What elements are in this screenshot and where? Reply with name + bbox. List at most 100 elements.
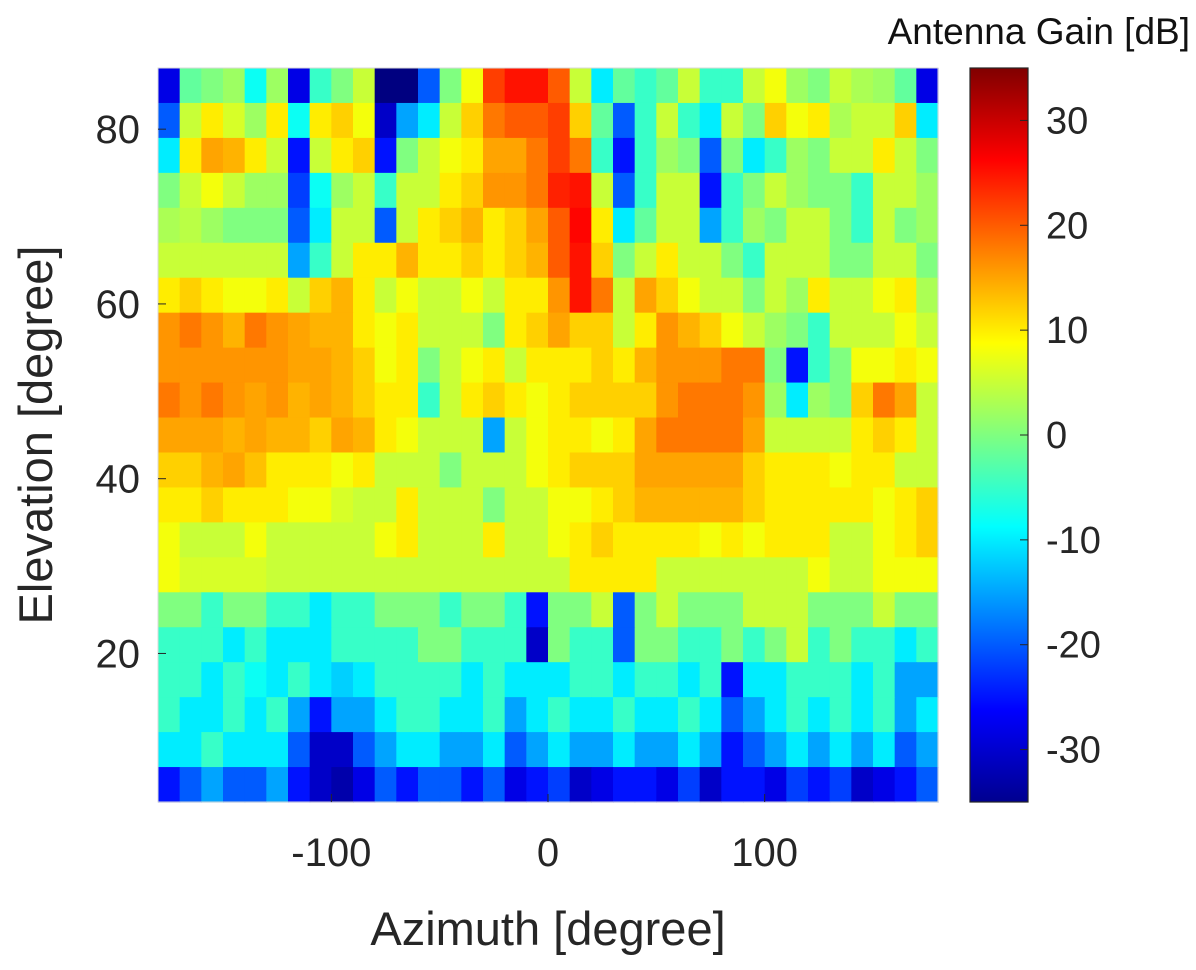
heatmap-cell <box>721 102 744 139</box>
heatmap-cell <box>764 277 787 314</box>
heatmap-cell <box>331 522 354 558</box>
heatmap-cell <box>504 137 527 174</box>
heatmap-cell <box>829 732 852 768</box>
heatmap-cell <box>699 102 722 139</box>
heatmap-cell <box>808 697 831 733</box>
heatmap-cell <box>396 277 419 314</box>
heatmap-cell <box>656 487 679 523</box>
heatmap-cell <box>851 312 874 349</box>
heatmap-cell <box>764 102 787 139</box>
heatmap-cell <box>634 697 657 733</box>
heatmap-cell <box>829 347 852 384</box>
heatmap-cell <box>699 452 722 489</box>
colorbar-tick-label: -30 <box>1046 730 1101 772</box>
heatmap-cell <box>894 207 917 244</box>
heatmap-cell <box>396 662 419 698</box>
heatmap-cell <box>873 242 896 279</box>
heatmap-cell <box>569 732 592 768</box>
heatmap-cell <box>743 102 766 139</box>
heatmap-cell <box>548 207 571 244</box>
y-axis-title: Elevation [degree] <box>9 246 62 625</box>
heatmap-cell <box>483 102 506 139</box>
heatmap-cell <box>288 592 311 628</box>
heatmap-cell <box>808 522 831 558</box>
heatmap-cell <box>613 172 636 209</box>
heatmap-cell <box>894 487 917 523</box>
heatmap-cell <box>851 557 874 593</box>
heatmap-cell <box>743 732 766 768</box>
heatmap-cell <box>699 347 722 384</box>
heatmap-cell <box>158 592 181 628</box>
heatmap-cell <box>743 312 766 349</box>
heatmap-cell <box>396 522 419 558</box>
heatmap-cell <box>526 207 549 244</box>
heatmap-cell <box>331 697 354 733</box>
heatmap-cell <box>808 137 831 174</box>
heatmap-cell <box>721 417 744 454</box>
heatmap-cell <box>331 277 354 314</box>
heatmap-cell <box>179 312 202 349</box>
heatmap-cell <box>591 557 614 593</box>
heatmap-cell <box>569 452 592 489</box>
heatmap-cell <box>873 592 896 628</box>
heatmap-cell <box>418 242 441 279</box>
heatmap-cell <box>418 767 441 803</box>
heatmap-cell <box>158 522 181 558</box>
heatmap-cell <box>439 207 462 244</box>
heatmap-cell <box>374 347 397 384</box>
heatmap-cell <box>396 207 419 244</box>
heatmap-cell <box>483 522 506 558</box>
heatmap-cell <box>244 417 267 454</box>
y-tick-label: 40 <box>96 458 141 502</box>
heatmap-cell <box>158 697 181 733</box>
heatmap-cell <box>548 347 571 384</box>
y-tick-label: 20 <box>96 632 141 676</box>
heatmap-cell <box>613 277 636 314</box>
heatmap-cell <box>569 487 592 523</box>
heatmap-cell <box>244 522 267 558</box>
heatmap-cell <box>179 697 202 733</box>
heatmap-cell <box>331 102 354 139</box>
heatmap-cell <box>678 277 701 314</box>
heatmap-cell <box>504 242 527 279</box>
heatmap-cell <box>548 417 571 454</box>
heatmap-cell <box>678 172 701 209</box>
heatmap-cell <box>223 68 246 104</box>
heatmap-cell <box>396 697 419 733</box>
heatmap-cell <box>439 68 462 104</box>
heatmap-cell <box>808 487 831 523</box>
heatmap-cell <box>309 382 332 419</box>
heatmap-cell <box>439 312 462 349</box>
heatmap-cell <box>656 242 679 279</box>
heatmap-cell <box>786 487 809 523</box>
heatmap-cell <box>851 68 874 104</box>
heatmap-cell <box>201 242 224 279</box>
heatmap-cell <box>894 382 917 419</box>
heatmap-cell <box>179 417 202 454</box>
heatmap-cell <box>418 662 441 698</box>
heatmap-cell <box>721 277 744 314</box>
heatmap-cell <box>504 207 527 244</box>
heatmap-cell <box>851 172 874 209</box>
heatmap-cell <box>483 697 506 733</box>
heatmap-cell <box>851 242 874 279</box>
heatmap-cell <box>201 767 224 803</box>
heatmap-cell <box>808 207 831 244</box>
heatmap-cell <box>439 417 462 454</box>
heatmap-cell <box>309 417 332 454</box>
heatmap-cell <box>916 522 939 558</box>
heatmap-cell <box>374 102 397 139</box>
heatmap-cell <box>526 102 549 139</box>
heatmap-cell <box>179 347 202 384</box>
heatmap-cell <box>786 522 809 558</box>
heatmap-cell <box>808 732 831 768</box>
heatmap-cell <box>699 312 722 349</box>
heatmap-cell <box>591 207 614 244</box>
colorbar-tick-label: 30 <box>1046 100 1088 142</box>
heatmap-cell <box>743 242 766 279</box>
heatmap-cell <box>699 137 722 174</box>
heatmap-cell <box>678 767 701 803</box>
heatmap-cell <box>418 172 441 209</box>
heatmap-cell <box>418 347 441 384</box>
heatmap-cell <box>483 172 506 209</box>
